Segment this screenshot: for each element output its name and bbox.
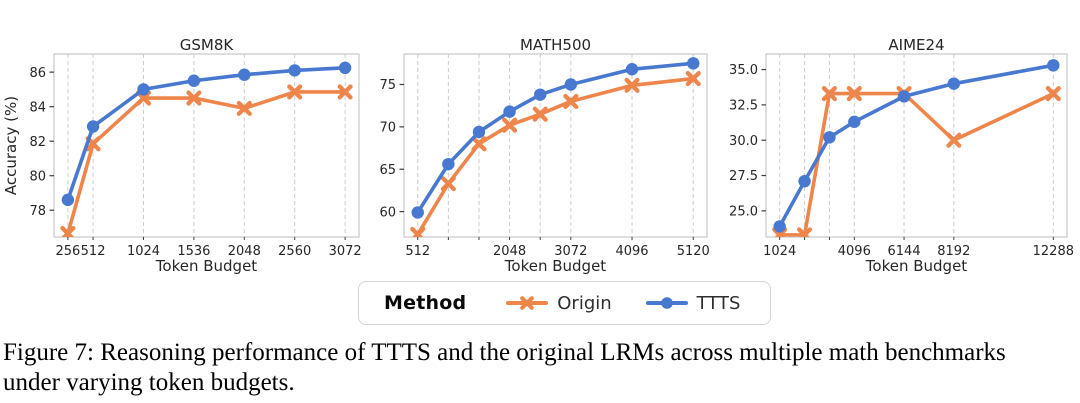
svg-text:35.0: 35.0 xyxy=(729,63,758,78)
svg-text:86: 86 xyxy=(29,66,46,81)
svg-text:27.5: 27.5 xyxy=(729,169,758,184)
y-axis-ticks: 60 65 70 75 xyxy=(379,78,404,220)
svg-text:12288: 12288 xyxy=(1033,244,1074,259)
svg-text:65: 65 xyxy=(379,163,396,178)
legend-item-ttts-label: TTTS xyxy=(696,292,741,314)
legend-title: Method xyxy=(384,292,467,314)
svg-text:70: 70 xyxy=(379,121,396,136)
svg-text:1024: 1024 xyxy=(763,244,796,259)
x-axis-label: Token Budget xyxy=(504,257,607,275)
x-axis-label: Token Budget xyxy=(155,257,258,275)
figure-caption: Figure 7: Reasoning performance of TTTS … xyxy=(3,338,1080,398)
svg-text:256: 256 xyxy=(55,244,80,259)
svg-text:2560: 2560 xyxy=(278,244,311,259)
plot-border xyxy=(53,53,360,238)
chart-title-gsm8k: GSM8K xyxy=(180,36,235,54)
svg-text:2048: 2048 xyxy=(228,244,261,259)
legend-item-origin-label: Origin xyxy=(557,292,612,314)
y-axis-ticks: 25.0 27.5 30.0 32.5 35.0 xyxy=(729,63,766,220)
svg-text:78: 78 xyxy=(29,204,46,219)
svg-text:1536: 1536 xyxy=(177,244,210,259)
series-origin xyxy=(410,71,701,237)
svg-text:3072: 3072 xyxy=(329,244,362,259)
origin-line-x-marker-icon xyxy=(506,296,549,310)
chart-title-math500: MATH500 xyxy=(520,36,591,54)
series-origin xyxy=(60,84,353,237)
svg-text:3072: 3072 xyxy=(554,244,587,259)
y-axis-ticks: 78 80 82 84 86 xyxy=(29,66,54,219)
svg-text:8192: 8192 xyxy=(937,244,970,259)
chart-gsm8k: 78 80 82 84 86 256 512 1024 1536 2048 2560 3072 GSM8… xyxy=(2,36,362,275)
y-axis-label: Accuracy (%) xyxy=(2,96,20,195)
chart-title-aime24: AIME24 xyxy=(888,36,944,54)
legend-item-origin: Origin xyxy=(506,292,612,314)
legend-item-ttts: TTTS xyxy=(645,292,741,314)
ttts-line-circle-marker-icon xyxy=(645,297,688,309)
x-gridlines xyxy=(779,54,1054,237)
plot-border xyxy=(765,53,1068,238)
svg-text:30.0: 30.0 xyxy=(729,134,758,149)
series-ttts xyxy=(61,61,352,207)
chart-aime24: 25.0 27.5 30.0 32.5 35.0 1024 4096 6144 8192 1228… xyxy=(729,36,1074,275)
svg-text:4096: 4096 xyxy=(615,244,648,259)
svg-text:75: 75 xyxy=(379,78,396,93)
series-ttts xyxy=(773,59,1060,233)
svg-text:512: 512 xyxy=(405,244,430,259)
legend-box: Method Origin TTTS xyxy=(358,281,772,325)
svg-text:80: 80 xyxy=(29,169,46,184)
svg-text:6144: 6144 xyxy=(888,244,921,259)
svg-text:4096: 4096 xyxy=(838,244,871,259)
x-axis-ticks: 512 2048 3072 4096 5120 xyxy=(405,237,710,259)
svg-text:1024: 1024 xyxy=(127,244,160,259)
svg-text:512: 512 xyxy=(81,244,106,259)
series-origin xyxy=(772,86,1061,237)
x-axis-ticks: 1024 4096 6144 8192 12288 xyxy=(763,237,1074,259)
svg-text:82: 82 xyxy=(29,135,46,150)
chart-math500: 60 65 70 75 512 2048 3072 4096 5120 MATH500 Token … xyxy=(379,36,709,275)
svg-text:60: 60 xyxy=(379,205,396,220)
x-axis-label: Token Budget xyxy=(865,257,968,275)
svg-text:5120: 5120 xyxy=(677,244,710,259)
svg-text:2048: 2048 xyxy=(493,244,526,259)
svg-text:84: 84 xyxy=(29,100,46,115)
svg-text:25.0: 25.0 xyxy=(729,205,758,220)
caption-line-1: Figure 7: Reasoning performance of TTTS … xyxy=(3,339,1006,366)
svg-text:32.5: 32.5 xyxy=(729,99,758,114)
caption-line-2: under varying token budgets. xyxy=(3,369,295,396)
x-axis-ticks: 256 512 1024 1536 2048 2560 3072 xyxy=(55,237,362,259)
series-ttts xyxy=(411,57,700,219)
plot-border xyxy=(403,53,708,238)
x-gridlines xyxy=(67,54,346,237)
